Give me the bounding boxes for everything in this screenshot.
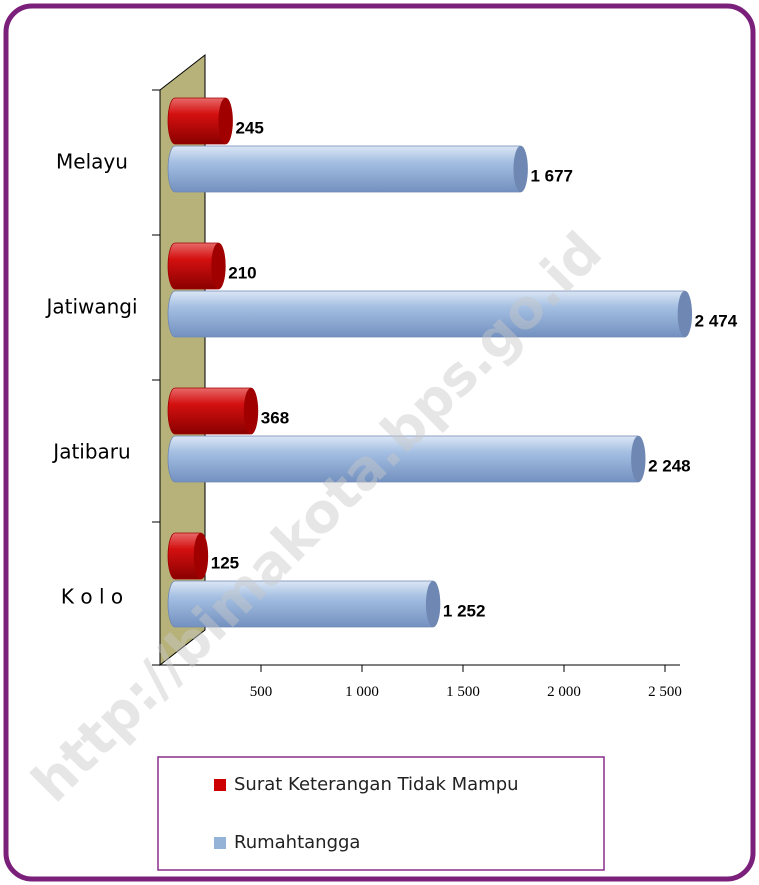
bar-cap [218, 98, 233, 144]
category-label: Melayu [56, 150, 128, 174]
bar-cap [631, 436, 646, 482]
bar-cap [677, 291, 692, 337]
value-label: 2 248 [648, 456, 691, 475]
legend [157, 756, 605, 871]
y-ticks [152, 89, 160, 666]
value-label: 1 677 [530, 166, 573, 185]
x-tick-label: 1 500 [446, 684, 480, 700]
bar-cap [243, 388, 258, 434]
legend-label: Surat Keterangan Tidak Mampu [234, 774, 519, 795]
value-label: 368 [261, 408, 289, 427]
x-tick-label: 2 000 [547, 684, 581, 700]
legend-label: Rumahtangga [234, 832, 360, 853]
bar-cap [211, 243, 226, 289]
category-label: Jatiwangi [44, 295, 137, 319]
legend-swatch [214, 779, 226, 791]
value-label: 2 474 [695, 311, 738, 330]
legend-swatch [214, 837, 226, 849]
value-label: 245 [235, 118, 263, 137]
bar [167, 290, 693, 338]
x-tick-label: 500 [250, 684, 273, 700]
value-label: 125 [211, 553, 239, 572]
category-label: Jatibaru [51, 440, 130, 464]
x-tick-label: 1 000 [345, 684, 379, 700]
bar [167, 145, 528, 193]
bar-cap [425, 581, 440, 627]
bar-cap [513, 146, 528, 192]
bar-cap [193, 533, 208, 579]
category-label: K o l o [61, 585, 123, 609]
value-label: 1 252 [443, 601, 486, 620]
value-label: 210 [228, 263, 256, 282]
x-tick-label: 2 500 [648, 684, 682, 700]
